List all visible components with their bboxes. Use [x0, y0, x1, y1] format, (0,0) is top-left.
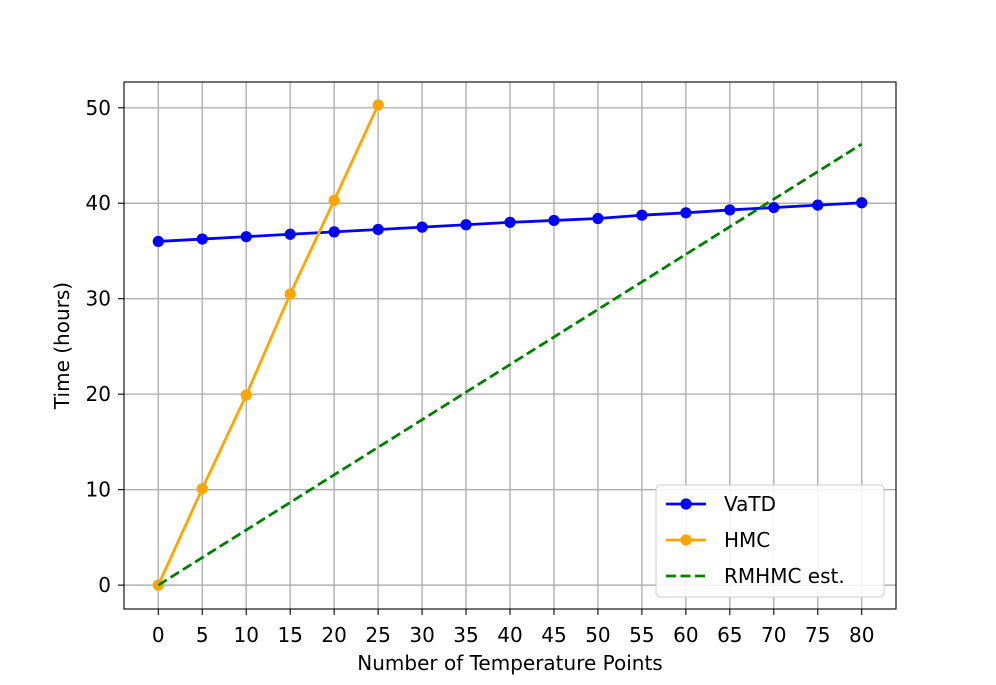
- x-tick-label: 60: [673, 623, 698, 647]
- series-group: [152, 99, 868, 591]
- y-tick-label: 20: [86, 382, 111, 406]
- data-point-vatd: [548, 214, 560, 227]
- x-tick-label: 50: [585, 623, 610, 647]
- x-tick-label: 45: [541, 623, 566, 647]
- y-tick-label: 10: [86, 478, 111, 502]
- data-point-vatd: [504, 216, 516, 228]
- data-point-vatd: [592, 212, 604, 225]
- series-line-hmc: [156, 103, 380, 587]
- axis-ticks: 0 5 10 15 20 25 30 35 40 45 50 55 60 65 70 75 80 0 10 20 30 4…: [86, 96, 875, 647]
- x-tick-label: 30: [409, 623, 434, 647]
- legend-marker-hmc: [680, 534, 692, 546]
- data-point-vatd: [240, 231, 252, 243]
- legend-marker-vatd: [680, 498, 692, 510]
- x-tick-label: 65: [717, 623, 742, 647]
- data-point-vatd: [680, 207, 692, 219]
- legend: VaTD HMC RMHMC est.: [655, 484, 885, 598]
- legend-label-vatd: VaTD: [724, 492, 776, 516]
- data-point-hmc: [372, 99, 384, 111]
- data-point-vatd: [636, 209, 648, 221]
- y-axis-label: Time (hours): [50, 282, 74, 410]
- data-point-vatd: [328, 226, 340, 238]
- data-point-vatd: [856, 197, 868, 209]
- y-tick-label: 40: [86, 191, 111, 215]
- x-tick-label: 15: [277, 623, 302, 647]
- x-tick-label: 35: [453, 623, 478, 647]
- legend-box: [655, 484, 885, 598]
- y-tick-label: 30: [86, 287, 111, 311]
- data-point-hmc: [240, 389, 252, 401]
- x-tick-label: 0: [152, 623, 165, 647]
- data-point-vatd: [460, 219, 472, 231]
- data-point-hmc: [284, 288, 296, 300]
- data-point-vatd: [416, 221, 428, 233]
- data-point-vatd: [196, 233, 208, 245]
- x-tick-label: 5: [196, 623, 209, 647]
- x-tick-label: 20: [321, 623, 346, 647]
- data-point-vatd: [724, 204, 736, 216]
- data-point-vatd: [284, 228, 296, 240]
- data-point-vatd: [372, 223, 384, 236]
- legend-label-hmc: HMC: [724, 528, 770, 552]
- y-tick-label: 0: [98, 573, 111, 597]
- data-point-hmc: [196, 483, 208, 495]
- x-tick-label: 25: [365, 623, 390, 647]
- x-tick-label: 40: [497, 623, 522, 647]
- x-tick-label: 10: [233, 623, 258, 647]
- data-point-vatd: [152, 235, 164, 248]
- x-tick-label: 55: [629, 623, 654, 647]
- data-point-hmc: [328, 194, 340, 206]
- legend-label-rmhmc-est: RMHMC est.: [724, 564, 845, 588]
- y-tick-label: 50: [86, 96, 111, 120]
- data-point-vatd: [768, 201, 780, 214]
- x-tick-label: 75: [805, 623, 830, 647]
- series-line-rmhmc-est: [157, 142, 863, 587]
- x-axis-label: Number of Temperature Points: [357, 651, 662, 675]
- x-tick-label: 80: [849, 623, 874, 647]
- data-point-vatd: [812, 199, 824, 211]
- x-tick-label: 70: [761, 623, 786, 647]
